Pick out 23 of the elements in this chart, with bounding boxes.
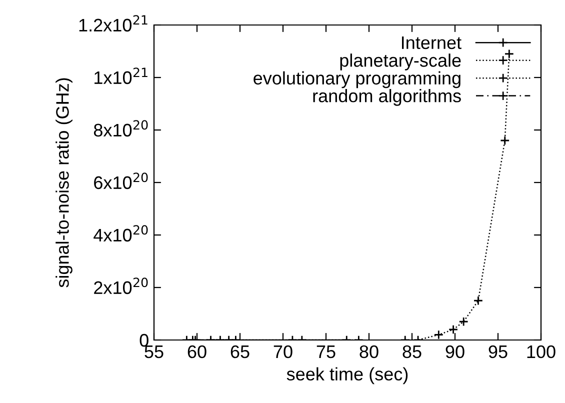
x-tick-label: 70 xyxy=(274,345,292,358)
legend-label: random algorithms xyxy=(313,89,461,106)
x-tick-label: 80 xyxy=(360,345,378,358)
x-axis-title: seek time (sec) xyxy=(286,367,408,384)
x-tick-label: 90 xyxy=(446,345,464,358)
legend-label: Internet xyxy=(402,36,462,50)
x-tick-label: 55 xyxy=(144,346,164,358)
x-tick-label: 60 xyxy=(188,345,206,358)
x-tick-label: 75 xyxy=(316,346,336,358)
y-tick-label: 0 xyxy=(140,334,148,347)
x-tick-label: 65 xyxy=(230,345,250,358)
y-tick-label: 2x10$^{20}$ xyxy=(94,278,148,294)
y-tick-label: 6x10$^{20}$ xyxy=(94,172,148,190)
x-tick-label: 95 xyxy=(488,345,508,358)
x-tick-label: 85 xyxy=(402,345,422,358)
y-tick-label: 1.2x10$^{21}$ xyxy=(79,15,148,32)
y-tick-label: 8x10$^{20}$ xyxy=(94,120,148,137)
legend-label: planetary-scale xyxy=(340,54,461,70)
y-axis-title: signal-to-noise ratio (GHz) xyxy=(56,78,72,288)
x-tick-label: 100 xyxy=(527,345,556,358)
y-tick-label: 4x10$^{20}$ xyxy=(94,225,148,242)
legend-label: evolutionary programming xyxy=(254,71,460,88)
y-tick-label: 1x10$^{21}$ xyxy=(94,68,148,84)
